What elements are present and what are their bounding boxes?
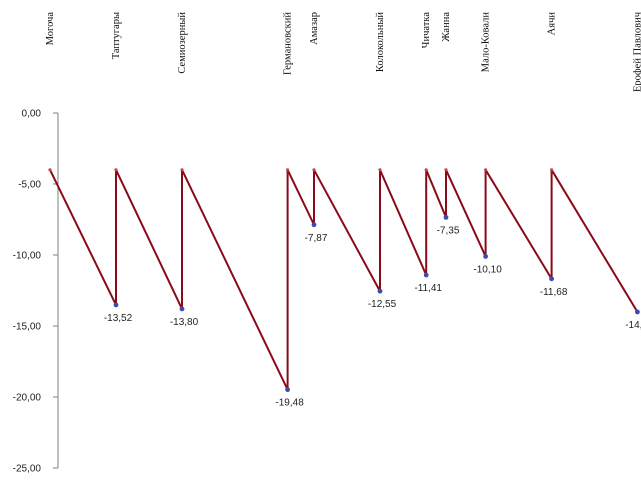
series-segment [445,168,487,258]
y-tick-label: -25,00 [13,464,42,475]
data-label: -12,55 [368,299,397,310]
data-point [635,309,640,315]
data-point [484,168,488,172]
data-point [113,302,119,308]
series-segment [313,168,381,293]
data-label: -7,87 [305,233,328,244]
y-tick-label: -15,00 [13,322,42,333]
series-line [49,168,639,391]
station-label: Жанна [441,12,452,42]
station-label: Германовский [283,12,294,75]
series-segment [484,168,553,280]
data-point [444,168,448,172]
data-label: -7,35 [437,225,460,236]
data-label: -11,68 [540,287,568,298]
station-label: Могоча [45,12,56,46]
series-segment [379,168,428,277]
station-labels: Могоча Таптугары Семиозерный Германовский Ам… [45,11,641,92]
data-labels: -13,52 -13,80 -19,48 -7,87 -12,55 -11,41 -7,35… [104,225,641,408]
data-point [311,222,317,228]
data-point [312,168,316,172]
series-segment [286,168,315,226]
data-point [285,387,290,393]
data-label: -11,41 [414,283,442,294]
data-point [180,168,184,172]
data-label: -14,01 [625,320,641,331]
data-label: -19,48 [275,398,304,409]
data-label: -13,80 [170,317,199,328]
series-segment [49,168,117,306]
data-point [286,168,290,172]
y-tick-label: -10,00 [13,251,42,262]
data-point [424,168,428,172]
y-axis: 0,00 -5,00 -10,00 -15,00 -20,00 -25,00 [13,109,59,475]
y-tick-label: -20,00 [13,393,42,404]
station-label: Аячи [547,12,558,36]
data-point [483,254,488,259]
data-label: -13,52 [104,313,133,324]
data-point [423,272,429,278]
y-tick-label: -5,00 [18,180,41,191]
point-markers [48,168,640,393]
station-label: Семиозерный [177,12,188,74]
station-label: Амазар [309,12,320,45]
series-segment [425,168,447,219]
data-point [443,214,449,220]
data-point [48,168,52,172]
series-segment [181,168,289,391]
series-segment [115,168,183,310]
data-point [549,276,554,282]
data-point [179,306,185,312]
data-point [378,168,382,172]
station-label: Чичатка [421,12,432,49]
station-label: Мало-Ковали [481,12,492,73]
station-label: Колокольный [375,12,386,72]
y-tick-label: 0,00 [22,109,42,120]
station-label: Таптугары [111,12,122,59]
series-segment [550,168,639,313]
data-point [377,288,383,294]
data-point [114,168,118,172]
station-label: Ерофей Павлович [632,11,641,92]
data-point [550,168,554,172]
data-label: -10,10 [473,264,502,275]
